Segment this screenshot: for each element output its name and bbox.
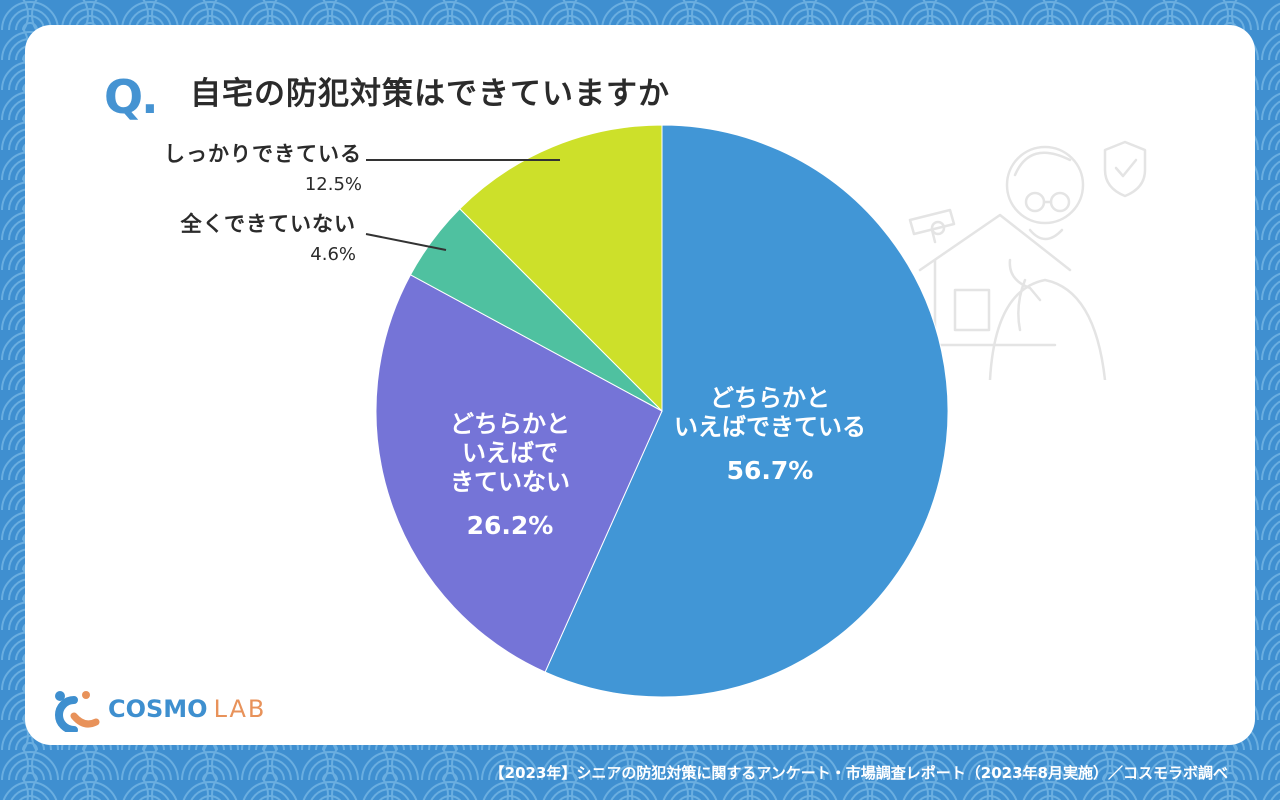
cosmo-lab-logo: COSMO LAB <box>48 686 266 732</box>
label-mattaku-dekiteinai: 全くできていない 4.6% <box>181 208 356 265</box>
slice-dochira-dekiteiru <box>544 124 949 698</box>
source-footer: 【2023年】シニアの防犯対策に関するアンケート・市場調査レポート（2023年8… <box>489 764 1228 782</box>
label-dochira-dekiteinai-line3: きていない <box>450 468 570 496</box>
chart-title: 自宅の防犯対策はできていますか <box>190 76 670 112</box>
logo-cosmo-text: COSMO <box>108 695 208 723</box>
label-mattaku-value: 4.6% <box>310 244 356 265</box>
label-mattaku-name: 全くできていない <box>180 212 356 236</box>
cosmo-lab-mark-icon <box>55 691 100 732</box>
label-dochira-dekiteinai-line2: いえばで <box>462 439 558 467</box>
slice-shikkari-dekiteiru <box>459 124 663 413</box>
logo-lab-text: LAB <box>213 695 267 723</box>
label-dochira-dekiteinai-line1: どちらかと <box>450 410 570 438</box>
label-dochira-dekiteiru-line2: いえばできている <box>674 413 866 441</box>
label-shikkari-value: 12.5% <box>304 174 362 195</box>
slice-dochira-dekiteinai <box>375 274 663 673</box>
label-dochira-dekiteinai: どちらかと いえばで きていない 26.2% <box>410 410 610 540</box>
label-dochira-dekiteiru-value: 56.7% <box>726 456 814 485</box>
label-shikkari-dekiteiru: しっかりできている 12.5% <box>164 138 362 195</box>
label-shikkari-name: しっかりできている <box>164 142 362 166</box>
label-dochira-dekiteiru-line1: どちらかと <box>710 384 830 412</box>
label-dochira-dekiteiru: どちらかと いえばできている 56.7% <box>650 384 890 485</box>
label-dochira-dekiteinai-value: 26.2% <box>466 511 554 540</box>
question-mark: Q. <box>104 70 159 124</box>
leader-line-mattaku <box>365 233 447 251</box>
